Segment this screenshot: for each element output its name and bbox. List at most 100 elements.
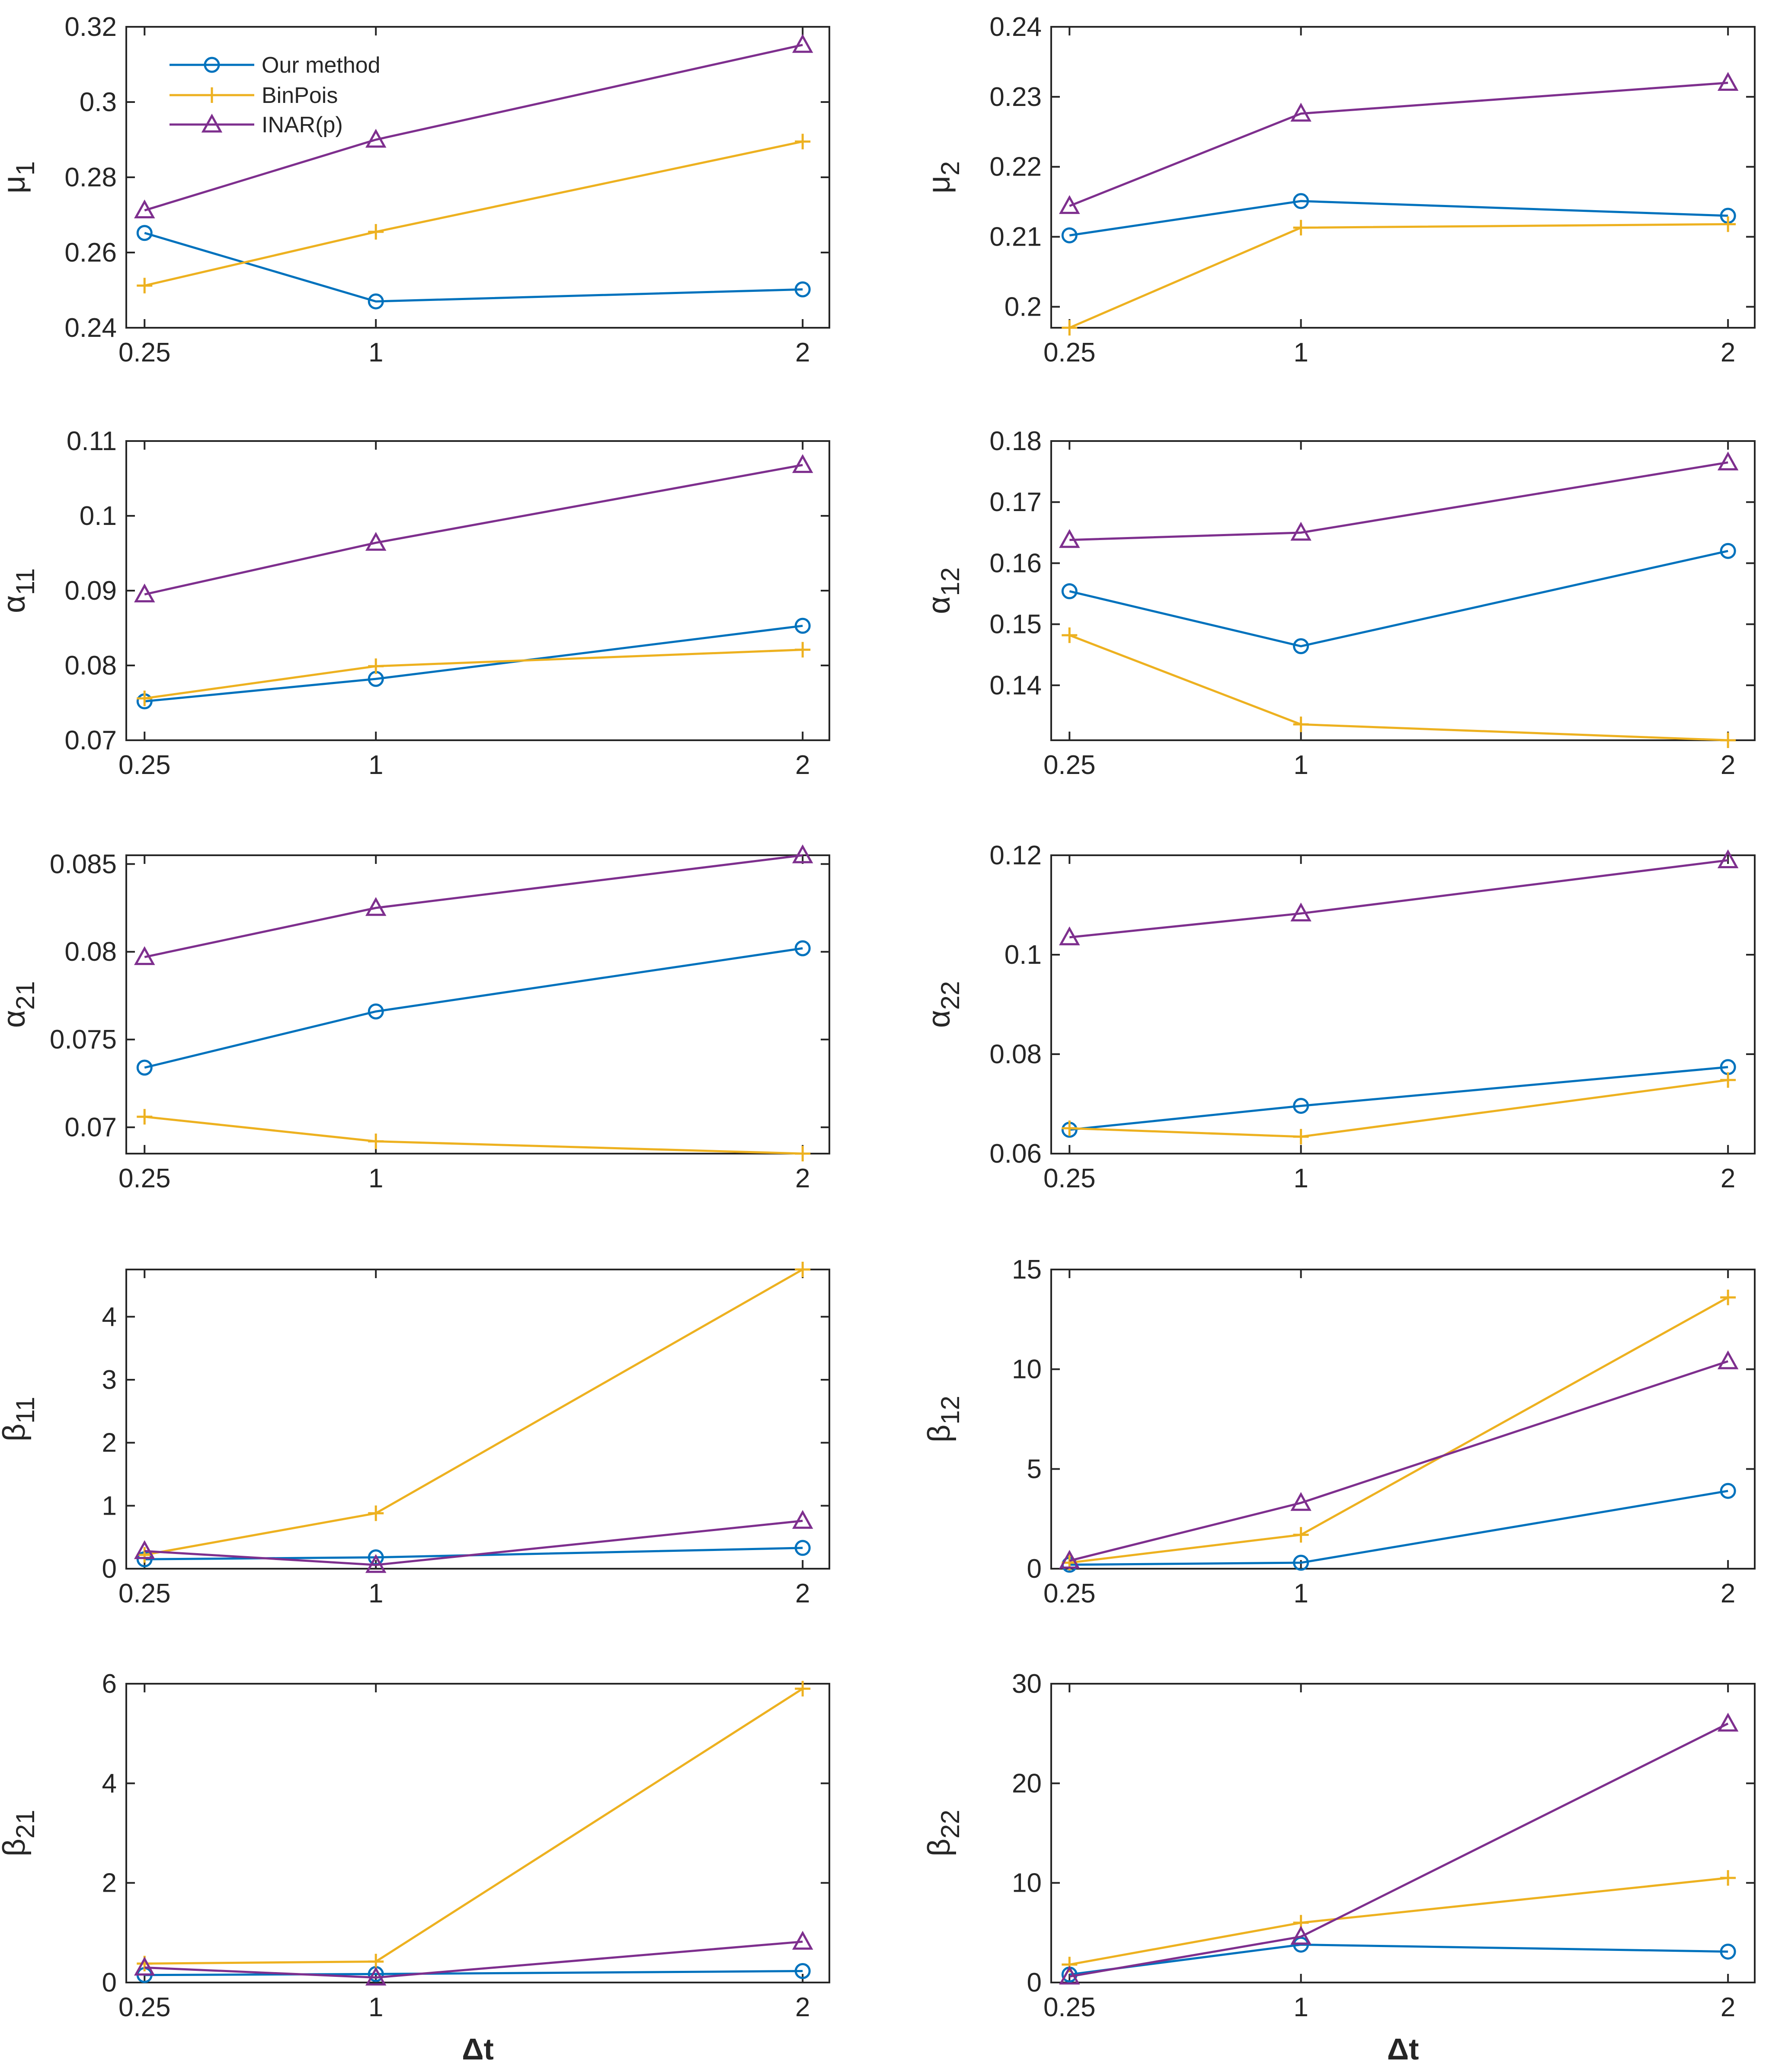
y-tick-label: 0.07 (64, 1113, 117, 1142)
data-point-our-method (794, 617, 811, 634)
data-point-binpois (1720, 1072, 1736, 1088)
y-tick-label: 1 (102, 1491, 117, 1521)
series-line-our-method (1069, 200, 1728, 237)
data-point-our-method (1293, 1098, 1309, 1114)
data-point-binpois (795, 1146, 811, 1161)
y-tick-label: 10 (1012, 1355, 1042, 1385)
x-tick-label: 0.25 (118, 1992, 171, 2022)
y-tick-label: 0.075 (50, 1025, 117, 1055)
series-line-our-method (1069, 1066, 1728, 1131)
y-tick-label: 4 (102, 1768, 117, 1798)
x-tick-label: 1 (368, 1579, 383, 1608)
x-tick-label: 2 (795, 1992, 810, 2022)
x-tick-label: 1 (368, 1164, 383, 1193)
data-point-inar-p (792, 1931, 813, 1950)
series-line-inar-p (144, 1519, 803, 1566)
series-line-inar-p (144, 854, 803, 958)
axes-box (125, 1683, 830, 1983)
y-tick-label: 0.08 (989, 1039, 1042, 1069)
series-line-inar-p (144, 464, 803, 596)
x-tick-label: 0.25 (1043, 1579, 1096, 1608)
y-tick-label: 0.32 (64, 12, 117, 42)
x-tick-label: 0.25 (118, 750, 171, 780)
data-point-our-method (794, 281, 811, 297)
x-tick-label: 2 (1721, 1164, 1735, 1193)
y-tick-label: 0.14 (989, 671, 1042, 700)
series-line-inar-p (1069, 81, 1728, 207)
y-tick-label: 2 (102, 1428, 117, 1458)
data-point-binpois (368, 224, 384, 240)
series-line-our-method (144, 624, 803, 703)
data-point-inar-p (1059, 1966, 1080, 1985)
legend-marker-inar-p (201, 113, 223, 133)
data-point-inar-p (365, 1554, 387, 1573)
panel-4: 0.14 0.15 0.16 0.17 0.18 0.25 1 2 α12 (922, 426, 1756, 780)
x-axis-label: Δt (462, 2032, 494, 2066)
x-tick-label: 0.25 (1043, 750, 1096, 780)
y-tick-label: 15 (1012, 1255, 1042, 1285)
data-point-inar-p (1290, 102, 1312, 122)
panel-2: 0.2 0.21 0.22 0.23 0.24 0.25 1 2 μ2 (922, 12, 1756, 368)
axes-box (1050, 1683, 1756, 1983)
x-tick-label: 2 (1721, 1992, 1735, 2022)
x-tick-label: 1 (368, 1992, 383, 2022)
y-tick-label: 4 (102, 1302, 117, 1332)
y-axis-label: α22 (922, 981, 965, 1028)
panel-7: 0 1 2 3 4 0.25 1 2 β11 (0, 1262, 830, 1608)
y-tick-label: 0.16 (989, 548, 1042, 578)
y-axis-label: β11 (0, 1397, 40, 1442)
legend-marker-our-method (204, 57, 220, 73)
data-point-binpois (1720, 732, 1736, 748)
x-axis-label: Δt (1387, 2032, 1419, 2066)
data-point-inar-p (1290, 1492, 1312, 1511)
data-point-inar-p (134, 1957, 155, 1976)
data-point-our-method (1720, 1944, 1736, 1960)
data-point-inar-p (134, 199, 155, 219)
y-axis-label: β22 (922, 1810, 965, 1856)
y-axis-label: α11 (0, 568, 40, 613)
data-point-inar-p (365, 897, 387, 916)
x-tick-label: 2 (795, 1164, 810, 1193)
data-point-inar-p (1059, 529, 1080, 548)
data-point-binpois (1293, 716, 1309, 732)
y-tick-label: 20 (1012, 1768, 1042, 1798)
data-point-our-method (1061, 583, 1078, 599)
y-tick-label: 0.1 (80, 501, 117, 531)
data-point-inar-p (1059, 195, 1080, 214)
series-line-inar-p (1069, 461, 1728, 541)
data-point-binpois (1720, 216, 1736, 232)
y-tick-label: 0 (102, 1968, 117, 1998)
y-tick-label: 6 (102, 1669, 117, 1699)
x-tick-label: 2 (1721, 1579, 1735, 1608)
legend-label-inar-p: INAR(p) (262, 112, 343, 137)
data-point-binpois (368, 658, 384, 674)
y-tick-label: 0.22 (989, 152, 1042, 182)
x-tick-label: 0.25 (118, 1164, 171, 1193)
series-line-inar-p (144, 1941, 803, 1979)
panel-1: 0.24 0.26 0.28 0.3 0.32 0.25 1 2 μ1 Our method Bin… (0, 12, 830, 368)
data-point-inar-p (134, 1540, 155, 1559)
series-line-our-method (144, 232, 803, 303)
x-tick-label: 2 (795, 1579, 810, 1608)
data-point-binpois (1062, 627, 1078, 643)
data-point-inar-p (1290, 521, 1312, 541)
axes-box (125, 1269, 830, 1570)
data-point-binpois (1062, 320, 1078, 336)
x-tick-label: 1 (368, 750, 383, 780)
axes-box (125, 440, 830, 741)
x-tick-label: 2 (795, 750, 810, 780)
y-tick-label: 0.08 (64, 651, 117, 681)
series-line-inar-p (1069, 1722, 1729, 1978)
data-point-our-method (1293, 1554, 1309, 1571)
panel-3: 0.07 0.08 0.09 0.1 0.11 0.25 1 2 α11 (0, 426, 830, 780)
y-tick-label: 0.15 (989, 610, 1042, 640)
series-line-our-method (1069, 1490, 1728, 1566)
y-tick-label: 0.24 (64, 313, 117, 343)
axes-box (1050, 440, 1756, 741)
data-point-binpois (368, 1133, 384, 1149)
data-point-binpois (795, 642, 811, 658)
panel-9: 0 2 4 6 0.25 1 2 β21 Δt (0, 1669, 830, 2066)
y-tick-label: 0.11 (67, 426, 117, 456)
y-axis-label: β21 (0, 1810, 40, 1856)
y-tick-label: 0.24 (989, 12, 1042, 42)
